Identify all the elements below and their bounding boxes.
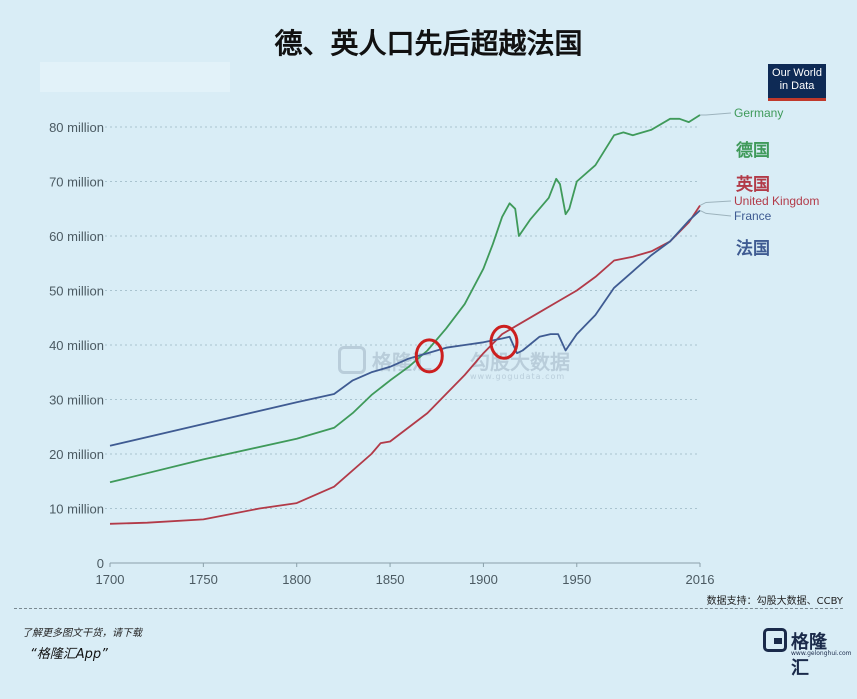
y-tick-label: 70 million bbox=[49, 175, 104, 190]
owid-badge-line1: Our World bbox=[772, 67, 822, 79]
x-tick-label: 1800 bbox=[282, 572, 311, 587]
promo-line2: “格隆汇App” bbox=[30, 647, 108, 662]
watermark-name2: 勾股大数据 bbox=[470, 350, 570, 374]
x-tick-label: 1850 bbox=[376, 572, 405, 587]
series-line-united-kingdom bbox=[109, 205, 701, 525]
y-tick-label: 50 million bbox=[49, 284, 104, 299]
x-tick-label: 1750 bbox=[189, 572, 218, 587]
brand-logo-icon bbox=[763, 628, 787, 652]
brand-logo-sub: www.gelonghui.com bbox=[791, 650, 852, 657]
page-title: 德、英人口先后超越法国 bbox=[274, 27, 583, 60]
series-label-cn: 英国 bbox=[736, 174, 770, 195]
owid-badge-line2: in Data bbox=[779, 80, 815, 92]
y-tick-label: 20 million bbox=[49, 447, 104, 462]
series-label-cn: 德国 bbox=[736, 140, 770, 161]
plot-header-band bbox=[40, 62, 230, 92]
highlight-circle bbox=[414, 338, 444, 374]
watermark-url: www.gogudata.com bbox=[470, 372, 566, 381]
series-label-en: Germany bbox=[734, 106, 783, 120]
series-label-leader bbox=[699, 209, 732, 217]
x-tick-label: 1950 bbox=[562, 572, 591, 587]
y-tick-label: 60 million bbox=[49, 229, 104, 244]
source-text: 数据支持：勾股大数据、CCBY bbox=[706, 596, 843, 607]
y-tick-label: 40 million bbox=[49, 338, 104, 353]
owid-badge-bar bbox=[768, 98, 826, 101]
divider bbox=[14, 608, 843, 609]
brand-logo-text: 格隆汇 bbox=[791, 632, 827, 679]
y-tick-label: 30 million bbox=[49, 393, 104, 408]
brand-logo: 格隆汇 www.gelonghui.com bbox=[763, 628, 852, 679]
watermark-logo-icon bbox=[338, 346, 366, 374]
series-line-france bbox=[109, 209, 701, 447]
highlight-circle bbox=[489, 324, 519, 360]
owid-badge: Our World in Data bbox=[768, 64, 826, 98]
y-tick-label: 80 million bbox=[49, 120, 104, 135]
series-label-en: France bbox=[734, 209, 772, 223]
x-tick-label: 1700 bbox=[96, 572, 125, 587]
series-label-leader bbox=[699, 200, 732, 206]
y-tick-label: 0 bbox=[97, 556, 104, 571]
y-tick-label: 10 million bbox=[49, 502, 104, 517]
series-label-en: United Kingdom bbox=[734, 194, 819, 208]
x-tick-label: 2016 bbox=[686, 572, 715, 587]
series-label-leader bbox=[700, 112, 732, 116]
x-tick-label: 1900 bbox=[469, 572, 498, 587]
series-label-cn: 法国 bbox=[736, 238, 770, 259]
promo-line1: 了解更多图文干货，请下载 bbox=[22, 628, 142, 639]
series-line-germany bbox=[109, 114, 701, 484]
